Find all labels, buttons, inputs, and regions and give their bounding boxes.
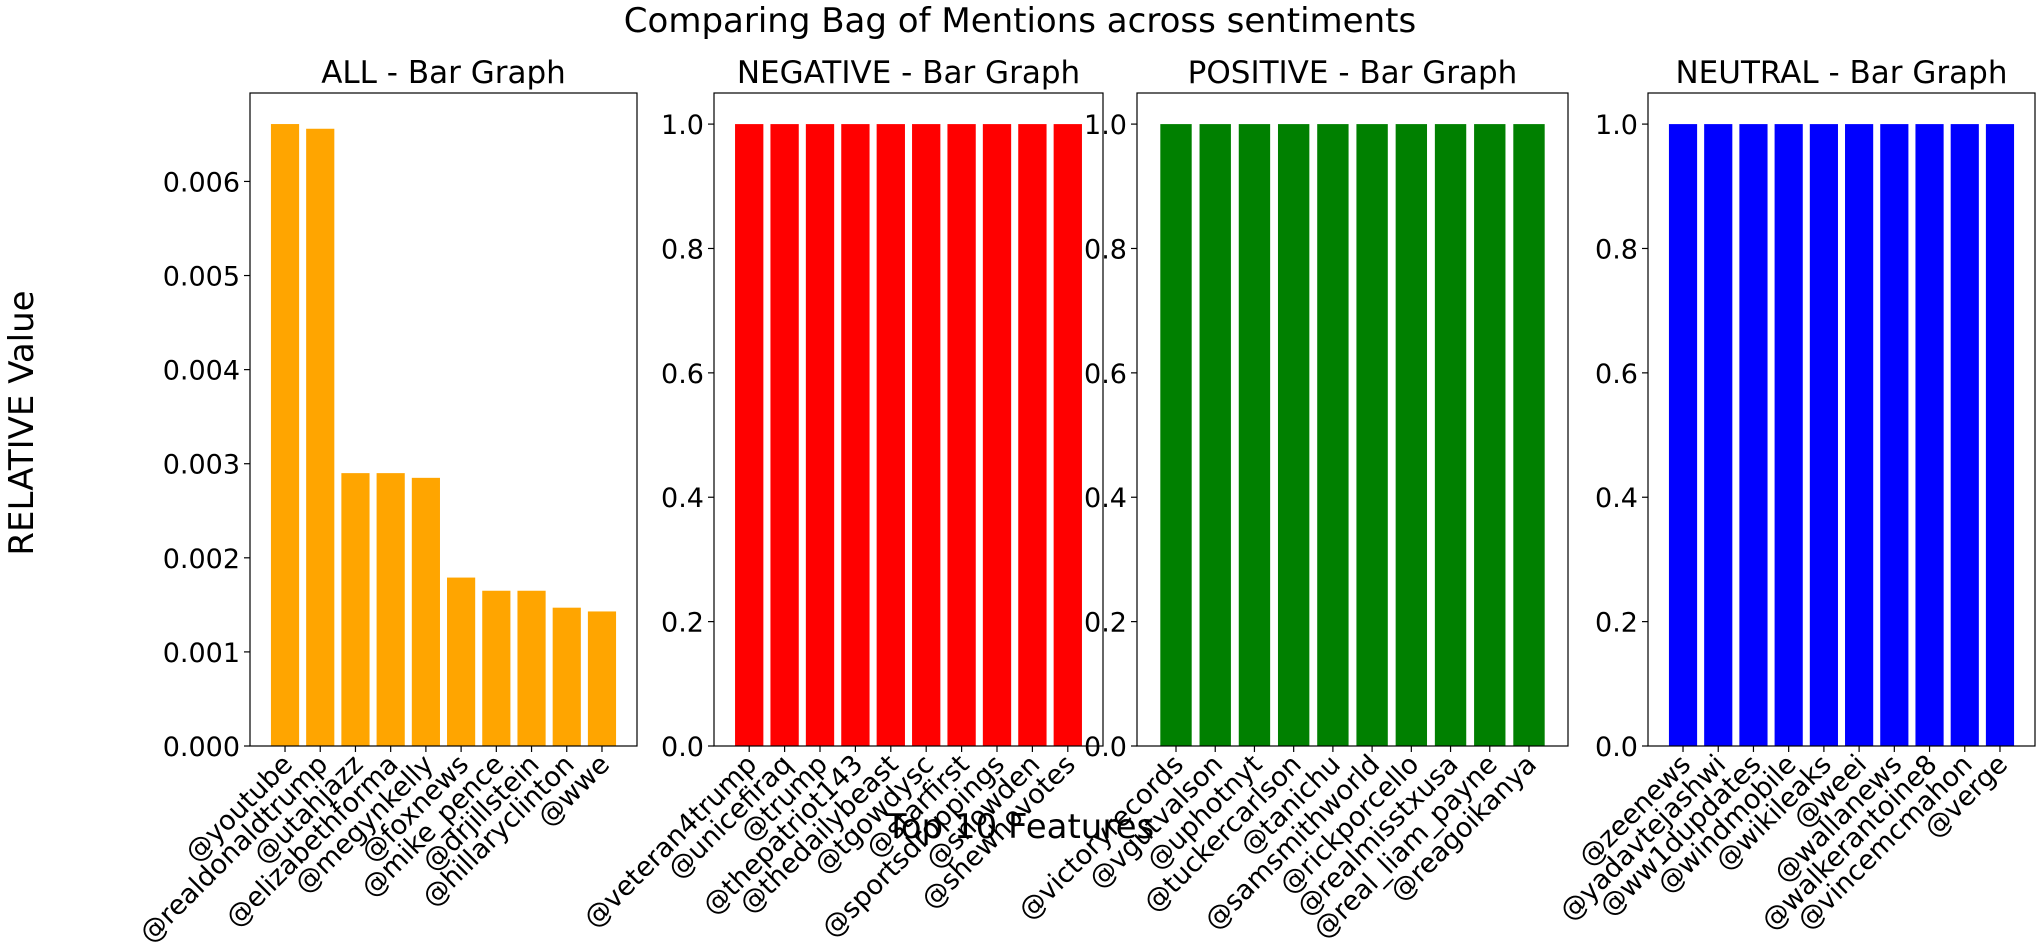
bar <box>912 124 941 747</box>
figure-title: Comparing Bag of Mentions across sentime… <box>624 1 1416 41</box>
bar <box>1018 124 1047 747</box>
bar <box>1880 124 1909 747</box>
bar <box>1845 124 1874 747</box>
y-tick-label: 0.8 <box>661 234 704 265</box>
y-tick-label: 1.0 <box>661 110 704 141</box>
bar <box>947 124 976 747</box>
bar <box>376 473 405 746</box>
bar <box>1053 124 1082 747</box>
y-tick-label: 0.004 <box>163 356 240 387</box>
y-tick-label: 0.6 <box>1084 359 1127 390</box>
y-tick-label: 0.002 <box>163 544 240 575</box>
bar <box>1160 124 1192 747</box>
y-tick-label: 1.0 <box>1595 110 1638 141</box>
y-tick-label: 0.0 <box>1595 732 1638 763</box>
bar <box>1395 124 1428 747</box>
bar <box>1317 124 1349 747</box>
bar <box>517 590 546 746</box>
y-tick-label: 0.2 <box>661 608 704 639</box>
panel-title: POSITIVE - Bar Graph <box>1188 55 1518 91</box>
bar <box>1513 124 1545 747</box>
bar <box>1774 124 1803 747</box>
bar <box>1238 124 1271 747</box>
bar <box>1704 124 1733 747</box>
y-tick-label: 0.2 <box>1084 608 1127 639</box>
bar <box>1739 124 1768 747</box>
x-axis-label: Top 10 Features <box>885 807 1154 847</box>
bar <box>841 124 870 747</box>
bar <box>1474 124 1506 747</box>
y-tick-label: 0.6 <box>1595 359 1638 390</box>
bar <box>805 124 835 747</box>
bar <box>735 124 764 747</box>
y-tick-label: 0.000 <box>163 732 240 763</box>
plot-frame <box>1647 92 2036 747</box>
y-tick-label: 0.6 <box>661 359 704 390</box>
bar <box>1950 124 1979 747</box>
y-tick-label: 0.4 <box>1595 483 1638 514</box>
panel-title: NEGATIVE - Bar Graph <box>737 55 1080 91</box>
plot-frame <box>1136 92 1569 747</box>
bar <box>876 124 905 747</box>
bar <box>447 577 476 746</box>
y-tick-label: 0.8 <box>1595 234 1638 265</box>
bar <box>770 124 799 747</box>
bar <box>1434 124 1467 747</box>
bar <box>1356 124 1388 747</box>
bar <box>1809 124 1838 747</box>
bar <box>1915 124 1944 747</box>
chart-panel-1: ALL - Bar Graph 0.000 0.001 0.002 0.003 0.004… <box>134 55 638 949</box>
bar <box>1199 124 1231 747</box>
y-tick-label: 0.006 <box>163 167 240 198</box>
bar <box>411 477 440 746</box>
bar <box>482 590 511 746</box>
y-tick-label: 0.001 <box>163 638 240 669</box>
y-tick-label: 0.0 <box>661 732 704 763</box>
chart-panel-3: POSITIVE - Bar Graph0.00.20.40.60.81.0@v… <box>1013 55 1569 945</box>
chart-panel-4: NEUTRAL - Bar Graph0.00.20.40.60.81.0@ze… <box>1554 55 2036 937</box>
plot-frame <box>713 92 1104 747</box>
y-tick-label: 0.003 <box>163 450 240 481</box>
y-tick-label: 0.4 <box>1084 483 1127 514</box>
bar <box>306 128 335 746</box>
bar <box>1985 124 2015 747</box>
bar <box>982 124 1012 747</box>
bar <box>552 607 581 746</box>
panel-title: NEUTRAL - Bar Graph <box>1675 55 2007 91</box>
y-axis-label: RELATIVE Value <box>2 290 42 555</box>
bar <box>587 611 617 746</box>
bar <box>1277 124 1310 747</box>
plot-frame <box>249 92 638 747</box>
y-tick-label: 0.4 <box>661 483 704 514</box>
panel-title: ALL - Bar Graph <box>321 55 566 91</box>
bar <box>270 124 300 747</box>
y-tick-label: 0.2 <box>1595 608 1638 639</box>
y-tick-label: 1.0 <box>1084 110 1127 141</box>
bar <box>1668 124 1698 747</box>
y-tick-label: 0.0 <box>1084 732 1127 763</box>
y-tick-label: 0.005 <box>163 262 240 293</box>
y-tick-label: 0.8 <box>1084 234 1127 265</box>
bar <box>341 473 370 746</box>
